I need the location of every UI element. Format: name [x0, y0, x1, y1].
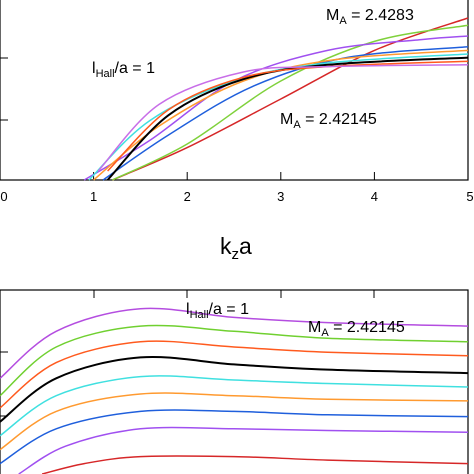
annotation-ma-bottom-top: MA = 2.42145: [280, 111, 377, 131]
top-series-line-8: [107, 60, 469, 172]
annotation-ma-top: MA = 2.4283: [326, 7, 414, 27]
bottom-series-line-6: [0, 392, 469, 451]
top-series-line-2: [111, 24, 469, 181]
annotation-ma-bottom: MA = 2.42145: [308, 319, 405, 339]
annotation-lhall-bottom: lHall/a = 1: [186, 301, 249, 321]
bottom-series-line-8: [18, 426, 469, 474]
top-series-line-9: [97, 64, 469, 172]
annotation-lhall-top: lHall/a = 1: [92, 60, 155, 80]
bottom-series-line-7: [0, 409, 469, 465]
top-series-line-6: [88, 53, 469, 181]
top-series-line-3: [83, 35, 469, 181]
bottom-series-line-2: [0, 324, 469, 397]
bottom-series-line-5: [0, 375, 469, 437]
x-axis-title: kza: [220, 233, 252, 263]
top-series-line-4: [102, 46, 469, 181]
top-series-line-5: [93, 49, 469, 181]
x-tick-label: 4: [371, 189, 378, 204]
bottom-series-line-1: [0, 307, 469, 379]
top-plot-frame: [0, 0, 469, 181]
bottom-series-line-4: [0, 355, 469, 423]
top-x-ticks: 0 1 2 3 4 5: [0, 172, 474, 204]
top-series: [83, 17, 469, 181]
top-series-line-1: [112, 17, 469, 181]
bottom-panel: lHall/a = 1 MA = 2.42145: [0, 289, 469, 474]
bottom-series-line-3: [0, 340, 469, 409]
bottom-plot-frame: [0, 289, 469, 474]
x-tick-label: 1: [90, 189, 97, 204]
x-tick-label: 3: [277, 189, 284, 204]
x-tick-label: 2: [184, 189, 191, 204]
bottom-series: [0, 307, 469, 474]
x-tick-label: 0: [0, 189, 7, 204]
x-tick-label: 5: [466, 189, 473, 204]
top-series-line-7: [106, 56, 469, 181]
top-panel: 0 1 2 3 4 5 MA = 2.4283 lHall/a = 1 MA = 2.42…: [0, 0, 474, 263]
bottom-series-line-9: [41, 455, 469, 474]
